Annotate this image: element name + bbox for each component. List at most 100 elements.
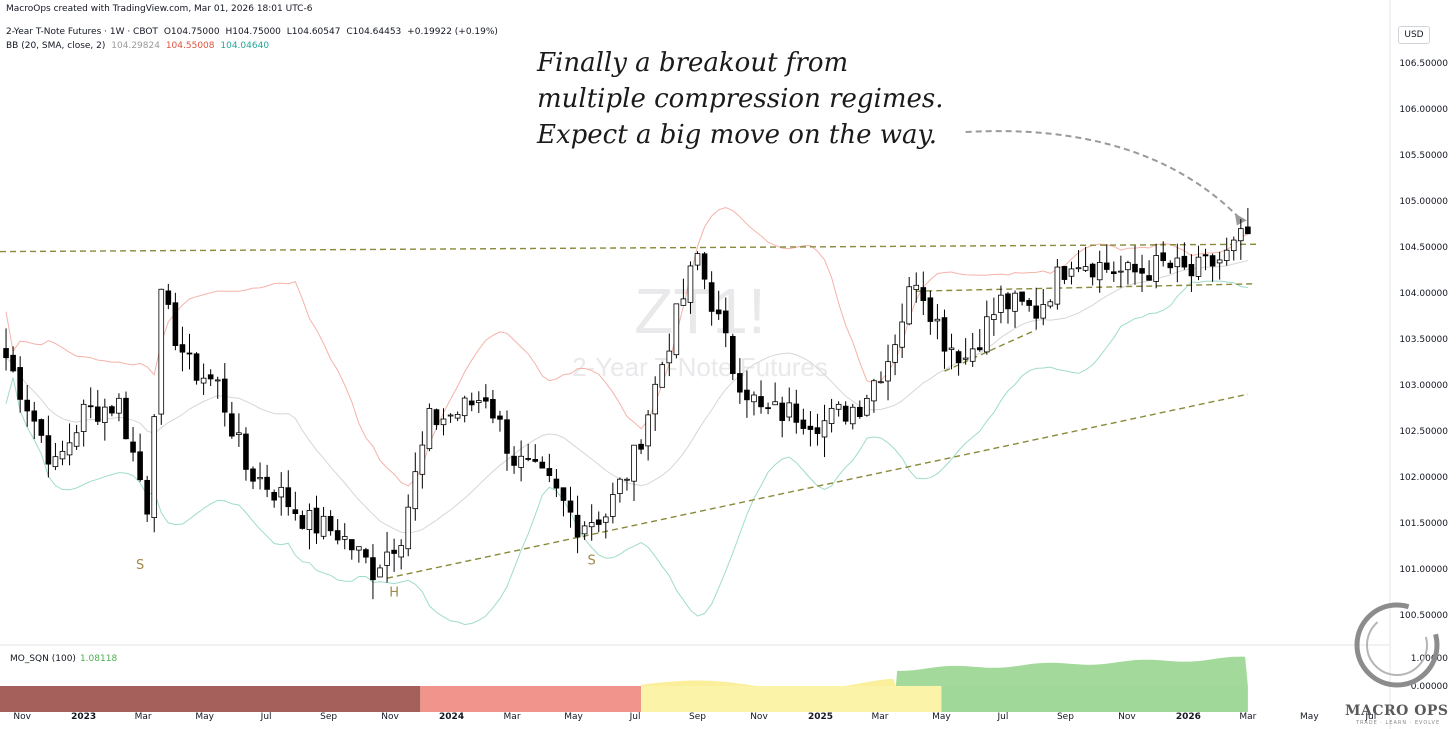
candle-body xyxy=(200,377,207,384)
time-tick-label: Jul xyxy=(260,712,272,722)
time-tick-label: Mar xyxy=(135,712,152,722)
candle-body xyxy=(857,406,863,417)
symbol-legend[interactable]: 2-Year T-Note Futures · 1W · CBOT O104.7… xyxy=(6,27,501,37)
ohlc-low: L104.60547 xyxy=(286,27,341,37)
candle-body xyxy=(595,519,602,525)
candle-body xyxy=(821,420,828,438)
sqn-tick-label: 1.00000 xyxy=(1411,654,1448,664)
time-tick-label: Mar xyxy=(504,712,521,722)
candle-body xyxy=(722,310,729,334)
candle-body xyxy=(123,397,129,440)
annotation-line-1: Finally a breakout from xyxy=(537,48,849,78)
candle-body xyxy=(102,406,108,423)
dashed-trendline xyxy=(386,393,1249,579)
sqn-regime-red xyxy=(420,686,642,712)
pattern-labels: S H S xyxy=(136,553,596,600)
candle-body xyxy=(454,414,461,419)
candle-body xyxy=(617,478,623,494)
time-tick-label: Jul xyxy=(1364,712,1376,722)
time-tick-label: Nov xyxy=(381,712,399,722)
watermark: ZT1! 2-Year T-Note Futures xyxy=(572,275,828,382)
candle-body xyxy=(207,374,214,380)
candle-body xyxy=(1089,263,1096,278)
candle-body xyxy=(172,302,179,346)
candle-body xyxy=(137,451,143,481)
time-tick-label: Mar xyxy=(1239,712,1256,722)
candle-body xyxy=(934,318,941,322)
annotation-arrow-line xyxy=(965,130,1242,221)
time-tick-label: May xyxy=(1300,712,1319,722)
time-tick-label: Mar xyxy=(871,712,888,722)
candle-body xyxy=(475,400,482,403)
candle-body xyxy=(447,414,454,417)
candle-body xyxy=(581,525,588,535)
candle-body xyxy=(885,361,891,382)
candle-body xyxy=(694,253,701,266)
candle-body xyxy=(567,500,574,513)
bb-upper-value: 104.55008 xyxy=(165,41,215,51)
candle-body xyxy=(1005,293,1011,310)
candle-body xyxy=(468,400,475,406)
candle-body xyxy=(631,444,637,482)
bb-legend[interactable]: BB (20, SMA, close, 2) 104.29824 104.550… xyxy=(6,41,272,51)
bb-lower-value: 104.04640 xyxy=(220,41,270,51)
candle-body xyxy=(955,351,962,364)
candle-body xyxy=(1230,239,1237,252)
candle-body xyxy=(1188,264,1195,277)
candle-body xyxy=(624,478,630,481)
candle-body xyxy=(419,444,426,475)
bb-lower-band xyxy=(5,280,1248,626)
candle-body xyxy=(356,546,362,551)
candle-body xyxy=(976,347,983,351)
candle-body xyxy=(729,336,736,374)
candle-body xyxy=(1026,300,1032,306)
price-tick-label: 102.50000 xyxy=(1399,427,1448,437)
candle-body xyxy=(257,477,263,480)
annotation-line-3: Expect a big move on the way. xyxy=(537,120,937,150)
candle-body xyxy=(45,435,52,465)
candle-body xyxy=(52,456,59,468)
sqn-indicator: 1.00000 0.00000 xyxy=(0,654,1448,712)
candle-body xyxy=(511,455,517,466)
candle-body xyxy=(433,409,440,426)
candle-body xyxy=(87,405,94,408)
sqn-regime-yellow xyxy=(641,686,942,712)
candle-body xyxy=(341,536,348,540)
price-axis[interactable]: 106.50000 106.00000 105.50000 105.00000 104.… xyxy=(1399,59,1448,621)
candle-body xyxy=(906,286,912,325)
time-tick-label: Jul xyxy=(629,712,641,722)
candle-body xyxy=(737,373,743,393)
watermark-name: 2-Year T-Note Futures xyxy=(572,352,828,382)
candle-body xyxy=(553,478,560,489)
candle-body xyxy=(892,344,898,363)
candle-body xyxy=(490,398,496,419)
candle-body xyxy=(363,549,369,558)
candle-body xyxy=(998,294,1004,313)
candle-body xyxy=(1082,266,1089,271)
candle-body xyxy=(871,380,877,402)
candle-body xyxy=(751,394,757,403)
candle-body xyxy=(899,321,905,348)
time-tick-label: Nov xyxy=(750,712,768,722)
candle-body xyxy=(158,288,165,415)
candle-body xyxy=(1054,266,1061,305)
candle-body xyxy=(687,265,694,303)
candle-body xyxy=(186,352,193,355)
watermark-symbol: ZT1! xyxy=(634,275,766,347)
candle-body xyxy=(1033,305,1040,319)
candle-body xyxy=(920,287,927,301)
candle-body xyxy=(715,309,722,315)
candle-body xyxy=(1202,254,1209,257)
bb-label: BB (20, SMA, close, 2) xyxy=(6,41,106,51)
currency-button[interactable]: USD xyxy=(1398,26,1430,44)
candle-body xyxy=(391,549,397,554)
candle-body xyxy=(673,303,680,356)
candle-body xyxy=(588,522,595,528)
candle-body xyxy=(518,455,524,468)
candle-body xyxy=(151,416,158,518)
time-axis[interactable]: Nov 2023 Mar May Jul Sep Nov 2024 Mar May Jul Sep No… xyxy=(13,712,1376,722)
candle-body xyxy=(758,396,764,408)
sqn-area-yellow xyxy=(641,678,896,686)
candle-body xyxy=(384,551,390,566)
